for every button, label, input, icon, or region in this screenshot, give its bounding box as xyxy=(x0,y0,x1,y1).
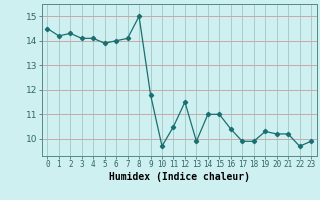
X-axis label: Humidex (Indice chaleur): Humidex (Indice chaleur) xyxy=(109,172,250,182)
